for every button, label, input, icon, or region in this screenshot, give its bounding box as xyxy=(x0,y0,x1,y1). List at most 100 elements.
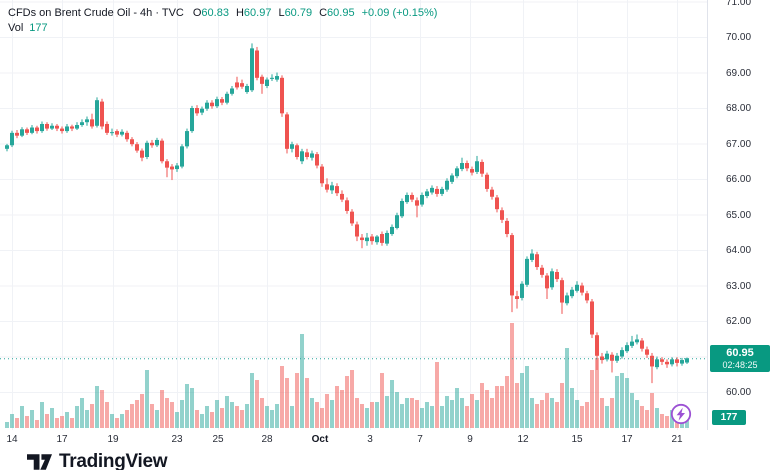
volume-bar xyxy=(475,400,479,428)
volume-bar xyxy=(290,406,294,428)
bar-countdown: 02:48:25 xyxy=(722,360,758,370)
candle-body xyxy=(500,210,504,220)
volume-bar xyxy=(515,383,519,428)
symbol-title[interactable]: CFDs on Brent Crude Oil - 4h · TVC xyxy=(8,7,184,19)
volume-bar xyxy=(430,406,434,428)
candle-body xyxy=(395,215,399,228)
candle-body xyxy=(355,224,359,237)
candle-body xyxy=(365,237,369,242)
candle-body xyxy=(335,186,339,194)
candle-body xyxy=(25,129,29,133)
price-tick-label: 62.00 xyxy=(726,316,752,327)
price-tick-label: 68.00 xyxy=(726,103,752,114)
candle-body xyxy=(570,289,574,297)
candle-body xyxy=(310,153,314,158)
candle-body xyxy=(620,350,624,357)
candle-body xyxy=(670,359,674,365)
volume-bar xyxy=(585,402,589,428)
volume-bar xyxy=(470,394,474,428)
candle-body xyxy=(105,123,109,133)
candle-body xyxy=(290,144,294,149)
candle-body xyxy=(115,131,119,135)
time-tick-label: 17 xyxy=(621,434,633,445)
candle-body xyxy=(630,341,634,346)
volume-bar xyxy=(135,400,139,428)
volume-bar xyxy=(590,370,594,428)
volume-bar xyxy=(30,410,34,428)
candle-body xyxy=(80,122,84,126)
volume-bar xyxy=(350,370,354,428)
candle-body xyxy=(285,114,289,149)
volume-bar xyxy=(495,386,499,428)
candle-body xyxy=(350,211,354,224)
volume-bar xyxy=(220,408,224,428)
volume-bar xyxy=(625,378,629,428)
volume-bar xyxy=(180,400,184,428)
candle-body xyxy=(320,166,324,184)
volume-bar xyxy=(70,418,74,428)
legend-volume-row: Vol 177 xyxy=(8,22,437,34)
volume-bar xyxy=(365,408,369,428)
candle-body xyxy=(270,77,274,79)
volume-bar xyxy=(230,402,234,428)
candle-body xyxy=(450,175,454,182)
candle-body xyxy=(660,359,664,362)
candle-body xyxy=(60,128,64,132)
candle-body xyxy=(170,166,174,170)
volume-bar xyxy=(100,390,104,428)
candle-body xyxy=(435,188,439,194)
candle-body xyxy=(95,100,99,126)
candle-body xyxy=(305,152,309,157)
candle-wick xyxy=(611,352,613,373)
volume-bar xyxy=(315,402,319,428)
candle-body xyxy=(635,339,639,343)
volume-bar xyxy=(640,406,644,428)
time-axis[interactable]: 14 17 19 23 25 28 Oct 3 7 9 12 15 17 21 xyxy=(0,430,780,450)
volume-bar xyxy=(305,378,309,428)
high-label: H xyxy=(235,7,244,19)
volume-bar xyxy=(55,418,59,428)
volume-bar xyxy=(265,406,269,428)
time-tick-label: 17 xyxy=(56,434,68,445)
candle-body xyxy=(325,184,329,190)
volume-bar xyxy=(255,380,259,428)
time-tick-label: 19 xyxy=(107,434,119,445)
volume-bar xyxy=(45,414,49,428)
candle-body xyxy=(540,267,544,275)
candle-body xyxy=(390,226,394,235)
candle-body xyxy=(525,258,529,285)
volume-bar xyxy=(560,383,564,428)
volume-label: Vol xyxy=(8,22,24,34)
candle-body xyxy=(130,139,134,145)
price-tick-label: 63.00 xyxy=(726,280,752,292)
lightning-bolt-icon xyxy=(670,403,692,425)
candle-body xyxy=(255,50,259,78)
candle-body xyxy=(640,340,644,349)
candle-body xyxy=(50,125,54,129)
volume-bar xyxy=(685,420,689,428)
tradingview-logo[interactable]: TradingView xyxy=(27,451,168,470)
candle-body xyxy=(685,358,689,363)
volume-bar xyxy=(440,406,444,428)
candle-body xyxy=(45,123,49,129)
volume-bar xyxy=(530,398,534,428)
volume-bar xyxy=(605,406,609,428)
candle-body xyxy=(550,271,554,288)
candle-body xyxy=(85,119,89,123)
volume-bar xyxy=(380,373,384,428)
volume-bar xyxy=(260,398,264,428)
volume-bar xyxy=(115,418,119,428)
candle-body xyxy=(165,161,169,168)
volume-bar xyxy=(535,404,539,428)
volume-bar xyxy=(75,406,79,428)
volume-bar xyxy=(195,410,199,428)
candle-body xyxy=(455,168,459,177)
change-value: +0.09 (+0.15%) xyxy=(361,7,438,19)
volume-bar xyxy=(480,383,484,428)
instant-order-button[interactable] xyxy=(667,400,695,428)
volume-bar xyxy=(375,402,379,428)
candle-body xyxy=(430,187,434,193)
candle-body xyxy=(460,163,464,170)
volume-bar xyxy=(145,370,149,428)
